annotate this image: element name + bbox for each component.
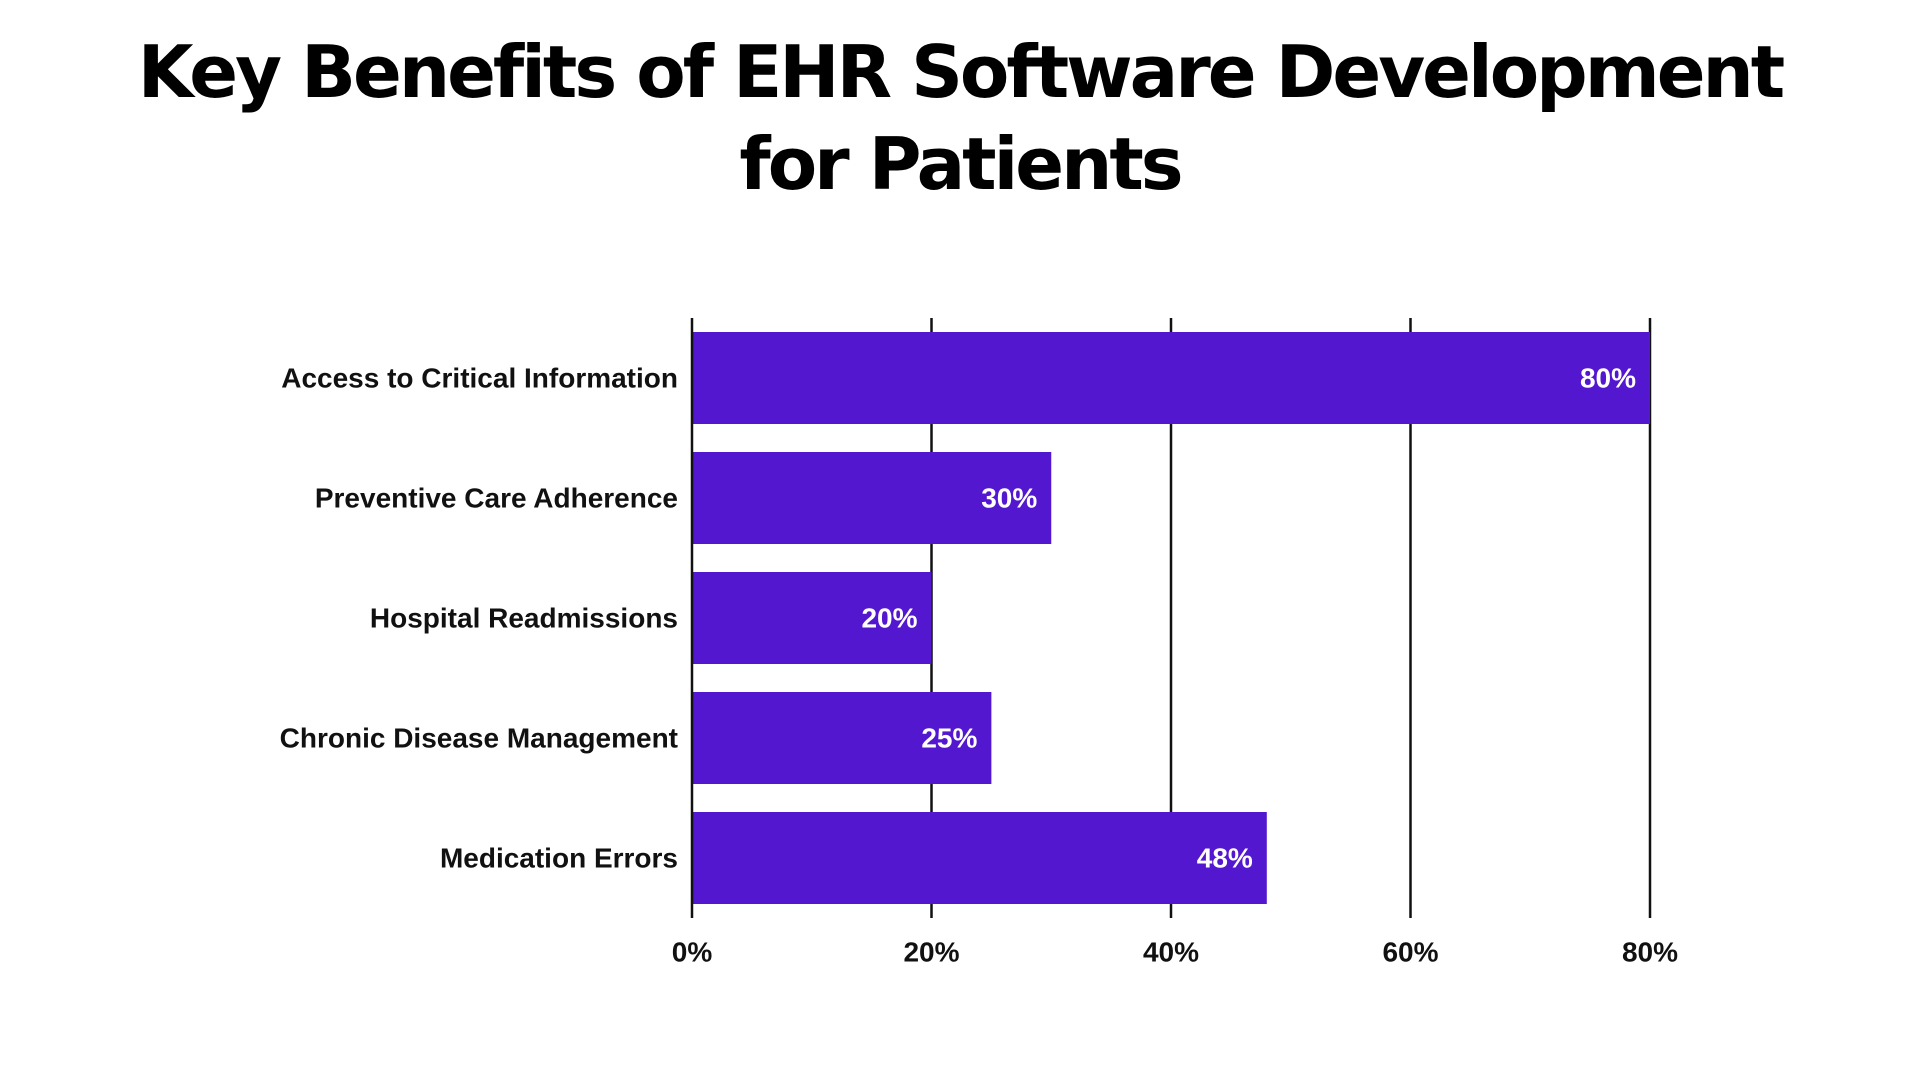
category-label: Preventive Care Adherence [315, 483, 678, 514]
bar-value-label: 20% [861, 603, 917, 634]
x-tick-label: 40% [1143, 937, 1199, 968]
bar-value-label: 80% [1580, 363, 1636, 394]
bar [692, 572, 932, 664]
chart-title-line-1: Key Benefits of EHR Software Development [137, 30, 1785, 114]
bar-value-label: 48% [1197, 843, 1253, 874]
x-tick-label: 20% [903, 937, 959, 968]
bar-value-label: 25% [921, 723, 977, 754]
category-label: Access to Critical Information [281, 363, 678, 394]
x-tick-label: 0% [672, 937, 713, 968]
bar [692, 692, 992, 784]
x-tick-labels: 0% 20% 40% 60% 80% [672, 937, 1678, 968]
x-tick-label: 60% [1382, 937, 1438, 968]
chart-title-line-2: for Patients [739, 122, 1183, 206]
bar [692, 332, 1650, 424]
category-label: Medication Errors [440, 843, 678, 874]
x-tick-label: 80% [1622, 937, 1678, 968]
chart-title: Key Benefits of EHR Software Development… [0, 26, 1920, 210]
category-label: Chronic Disease Management [280, 723, 678, 754]
bar [692, 452, 1052, 544]
bar-value-label: 30% [981, 483, 1037, 514]
category-labels: Access to Critical Information Preventive… [280, 363, 678, 874]
bars: 80% 30% 20% 25% 48% [692, 332, 1650, 904]
bar [692, 812, 1267, 904]
category-label: Hospital Readmissions [370, 603, 678, 634]
